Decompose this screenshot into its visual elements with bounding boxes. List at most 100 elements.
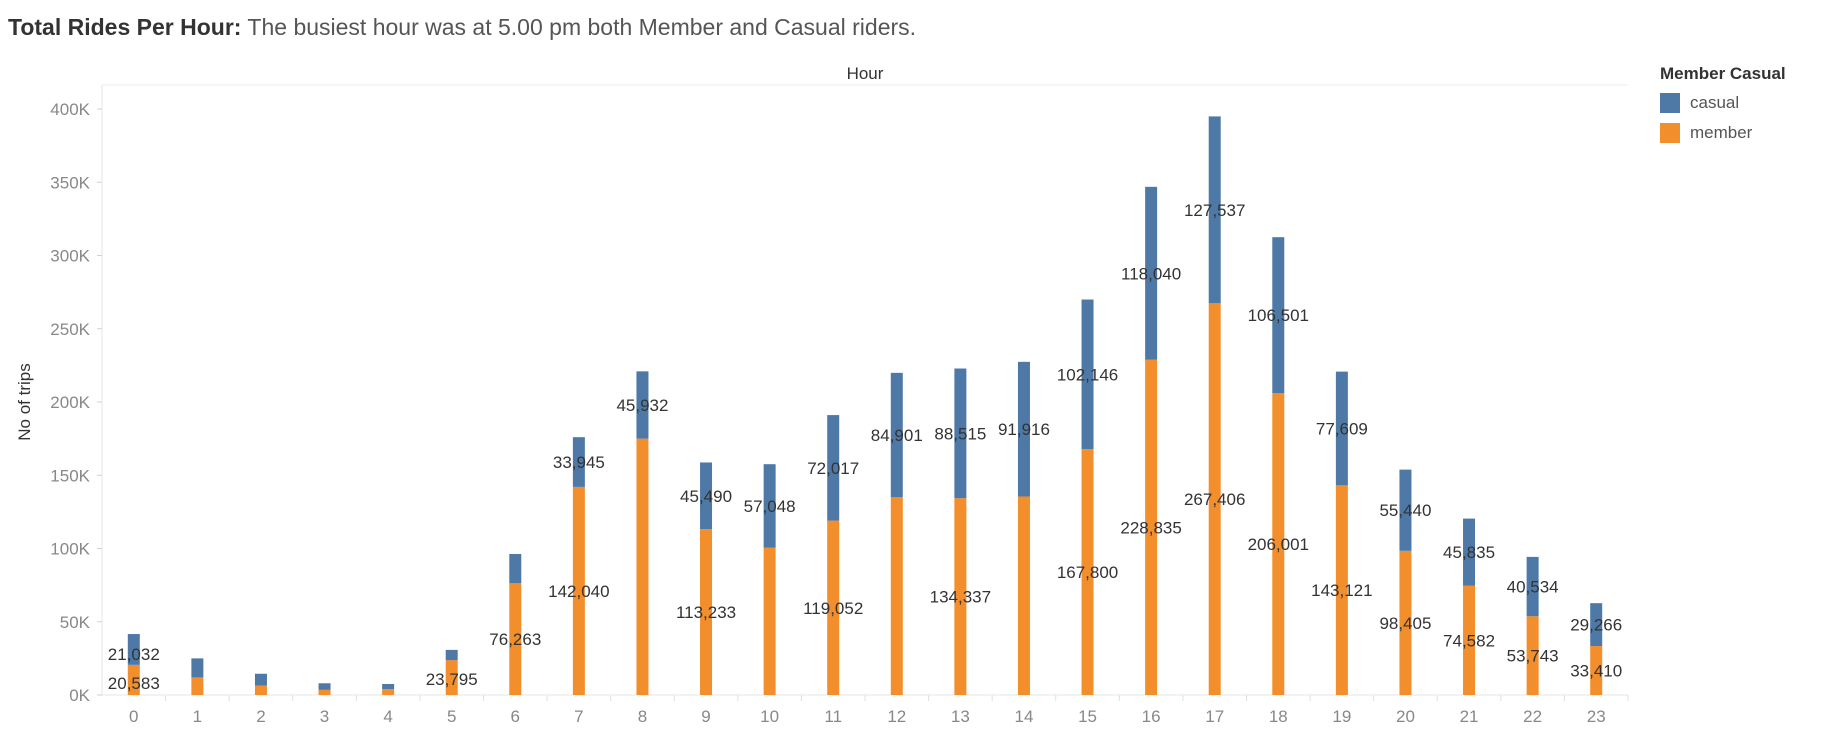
- data-label-member: 228,835: [1120, 518, 1181, 537]
- bar-member: [1463, 585, 1476, 695]
- bar-casual: [1272, 237, 1285, 394]
- bar-casual: [763, 464, 776, 548]
- bar-member: [382, 689, 395, 695]
- data-label-member: 142,040: [548, 582, 609, 601]
- bar-member: [636, 438, 649, 695]
- x-tick-label: 11: [824, 707, 842, 726]
- y-tick-label: 50K: [60, 613, 91, 632]
- bar-casual: [509, 553, 522, 584]
- data-label-member: 119,052: [803, 599, 863, 618]
- data-label-casual: 77,609: [1316, 419, 1368, 438]
- legend-label-member: member: [1690, 123, 1753, 142]
- x-tick-label: 16: [1142, 707, 1161, 726]
- bar-casual: [954, 368, 967, 499]
- data-label-casual: 29,266: [1570, 616, 1622, 635]
- bar-member: [1272, 393, 1285, 695]
- data-label-member: 74,582: [1443, 631, 1495, 650]
- x-tick-label: 9: [701, 707, 710, 726]
- x-tick-label: 6: [511, 707, 520, 726]
- x-tick-label: 18: [1269, 707, 1288, 726]
- y-tick-label: 150K: [50, 466, 90, 485]
- bar-casual: [1590, 603, 1603, 647]
- data-label-casual: 106,501: [1248, 306, 1309, 325]
- data-label-member: 167,800: [1057, 563, 1118, 582]
- bar-member: [1081, 449, 1094, 695]
- bar-casual: [1463, 518, 1476, 586]
- x-tick-label: 3: [320, 707, 329, 726]
- bar-casual: [1526, 556, 1539, 617]
- legend-item-casual[interactable]: casual: [1660, 88, 1786, 118]
- bar-casual: [827, 415, 840, 521]
- bar-member: [700, 529, 713, 695]
- data-label-casual: 88,515: [934, 424, 986, 443]
- bar-member: [1399, 550, 1412, 695]
- data-label-casual: 45,932: [616, 396, 668, 415]
- page-title: Total Rides Per Hour: The busiest hour w…: [8, 14, 916, 41]
- x-tick-label: 21: [1460, 707, 1479, 726]
- data-label-casual: 84,901: [871, 426, 923, 445]
- bar-casual: [700, 462, 713, 530]
- bar-casual: [1335, 371, 1348, 486]
- bar-member: [954, 498, 967, 695]
- data-label-member: 206,001: [1248, 535, 1309, 554]
- bar-casual: [318, 683, 331, 690]
- bar-member: [1526, 616, 1539, 695]
- data-label-member: 267,406: [1184, 490, 1245, 509]
- x-tick-label: 2: [256, 707, 265, 726]
- y-tick-label: 250K: [50, 320, 90, 339]
- data-label-member: 113,233: [676, 603, 736, 622]
- bar-member: [1208, 303, 1221, 695]
- bar-member: [1590, 646, 1603, 695]
- bar-member: [191, 677, 204, 695]
- data-label-member: 76,263: [489, 630, 541, 649]
- bar-member: [254, 685, 267, 695]
- data-label-casual: 33,945: [553, 453, 605, 472]
- data-label-casual: 57,048: [744, 497, 796, 516]
- x-tick-label: 8: [638, 707, 647, 726]
- bar-casual: [890, 372, 903, 498]
- x-tick-label: 7: [574, 707, 583, 726]
- data-label-casual: 102,146: [1057, 365, 1118, 384]
- x-tick-label: 12: [887, 707, 906, 726]
- legend-swatch-casual: [1660, 93, 1680, 113]
- bar-member: [827, 520, 840, 695]
- x-tick-label: 4: [383, 707, 392, 726]
- bar-member: [890, 497, 903, 695]
- legend-title: Member Casual: [1660, 64, 1786, 83]
- data-label-member: 33,410: [1570, 662, 1622, 681]
- data-label-member: 53,743: [1507, 647, 1559, 666]
- x-tick-label: 5: [447, 707, 456, 726]
- bar-member: [1017, 496, 1030, 695]
- y-tick-label: 400K: [50, 100, 90, 119]
- bar-casual: [191, 658, 204, 678]
- y-tick-label: 300K: [50, 247, 90, 266]
- bar-member: [445, 660, 458, 695]
- bar-casual: [572, 437, 585, 487]
- data-label-casual: 72,017: [807, 459, 859, 478]
- bar-member: [572, 486, 585, 695]
- data-label-casual: 45,490: [680, 487, 732, 506]
- legend-swatch-member: [1660, 123, 1680, 143]
- y-tick-label: 0K: [69, 686, 90, 705]
- x-tick-label: 10: [760, 707, 779, 726]
- legend-label-casual: casual: [1690, 93, 1740, 112]
- x-tick-label: 23: [1587, 707, 1606, 726]
- legend-item-member[interactable]: member: [1660, 118, 1786, 148]
- x-tick-label: 13: [951, 707, 970, 726]
- bar-casual: [1208, 116, 1221, 304]
- bar-casual: [1017, 361, 1030, 497]
- bar-member: [509, 583, 522, 695]
- bar-casual: [1145, 186, 1158, 360]
- y-tick-label: 200K: [50, 393, 90, 412]
- title-bold: Total Rides Per Hour:: [8, 14, 242, 40]
- x-tick-label: 17: [1205, 707, 1224, 726]
- bar-casual: [445, 649, 458, 661]
- data-label-member: 20,583: [108, 674, 160, 693]
- data-label-casual: 21,032: [108, 645, 160, 664]
- y-tick-label: 350K: [50, 173, 90, 192]
- y-tick-label: 100K: [50, 540, 90, 559]
- x-axis-title: Hour: [847, 64, 884, 83]
- data-label-member: 134,337: [930, 588, 991, 607]
- data-label-casual: 91,916: [998, 420, 1050, 439]
